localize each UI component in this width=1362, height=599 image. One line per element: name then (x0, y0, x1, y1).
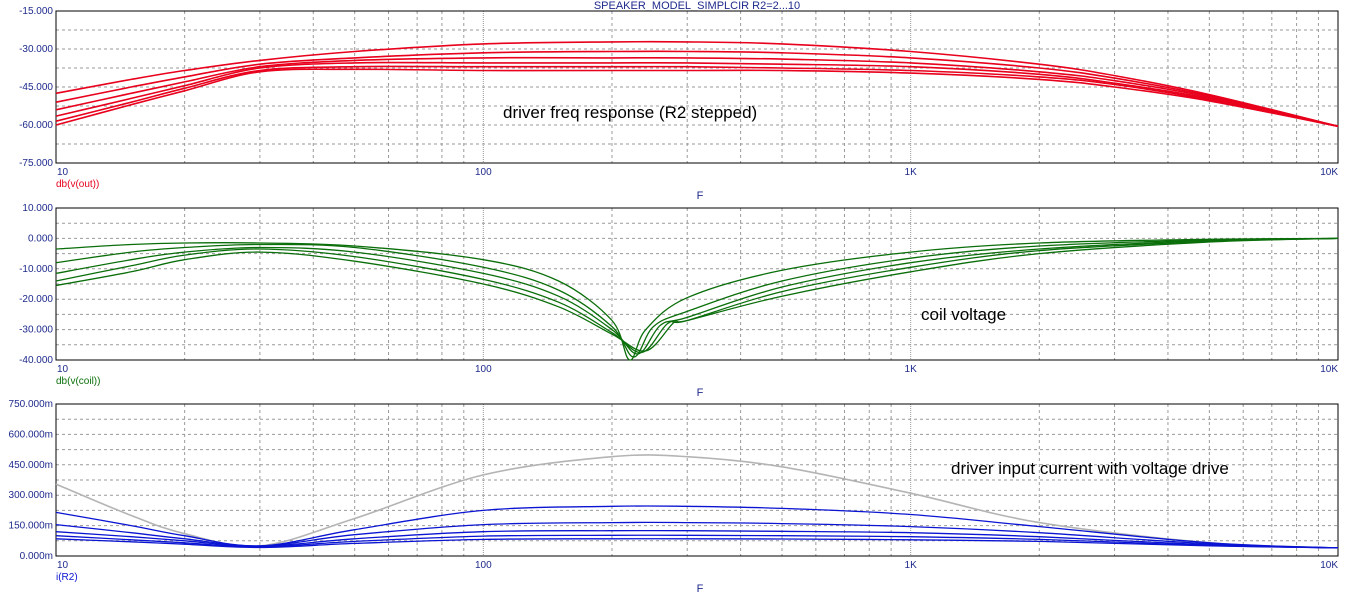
plot-panel-1: -15.000 -30.000 -45.000 -60.000 -75.000 10 100… (19, 6, 1339, 202)
y-tick-label: 10.000 (22, 203, 53, 214)
grid-lines (56, 404, 1338, 556)
plot-frame (55, 207, 1339, 361)
y-tick-label: -45.000 (19, 82, 53, 93)
series-line-4 (55, 61, 1339, 128)
trace-name: db(v(out)) (56, 179, 99, 190)
x-tick-label: 10 (57, 560, 69, 571)
series-line-4 (55, 237, 1339, 354)
y-tick-label: 300.000m (9, 490, 53, 501)
y-tick-label: 150.000m (9, 521, 53, 532)
annotation-text: driver input current with voltage drive (951, 459, 1229, 478)
y-tick-label: -40.000 (19, 355, 53, 366)
series-line-6 (55, 538, 1339, 549)
series-line-2 (55, 50, 1339, 128)
series-line-1 (55, 237, 1339, 361)
x-tick-label: 1K (905, 167, 918, 178)
grid-lines (56, 208, 1338, 360)
series-group (55, 40, 1339, 128)
series-line-5 (55, 237, 1339, 352)
x-tick-label: 100 (475, 560, 492, 571)
annotation-text: driver freq response (R2 stepped) (503, 103, 757, 122)
x-tick-label: 10K (1320, 560, 1338, 571)
annotation-text: coil voltage (921, 305, 1006, 324)
series-line-2 (55, 505, 1339, 549)
series-line-1 (55, 40, 1339, 128)
series-line-5 (55, 65, 1339, 128)
series-line-3 (55, 56, 1339, 128)
y-tick-label: -20.000 (19, 294, 53, 305)
plot-panel-2: 10.000 0.000 -10.000 -20.000 -30.000 -40.000 1… (19, 203, 1339, 399)
plot-frame (55, 403, 1339, 557)
x-tick-label: 10 (57, 167, 69, 178)
series-line-3 (55, 521, 1339, 549)
y-tick-label: 600.000m (9, 429, 53, 440)
trace-name: db(v(coil)) (56, 376, 100, 387)
x-tick-label: 10 (57, 364, 69, 375)
x-tick-label: 10K (1320, 364, 1338, 375)
x-axis-label: F (697, 387, 704, 399)
x-axis-label: F (697, 190, 704, 202)
y-tick-label: -30.000 (19, 325, 53, 336)
y-tick-label: -10.000 (19, 264, 53, 275)
y-tick-label: -60.000 (19, 120, 53, 131)
grid-lines (56, 11, 1338, 163)
y-tick-label: -15.000 (19, 6, 53, 17)
chart-title: SPEAKER_MODEL_SIMPLCIR R2=2...10 (594, 0, 800, 12)
x-axis-label: F (697, 583, 704, 595)
y-tick-label: 0.000m (20, 551, 53, 562)
series-line-5 (55, 534, 1339, 549)
series-group (55, 237, 1339, 361)
series-group (55, 454, 1339, 549)
x-tick-label: 100 (475, 167, 492, 178)
series-line-6 (55, 68, 1339, 128)
y-tick-label: 750.000m (9, 399, 53, 410)
y-tick-label: -30.000 (19, 44, 53, 55)
trace-name: i(R2) (56, 572, 78, 583)
x-tick-label: 1K (905, 364, 918, 375)
y-tick-label: -75.000 (19, 158, 53, 169)
y-tick-label: 0.000 (28, 233, 53, 244)
x-tick-label: 100 (475, 364, 492, 375)
x-tick-label: 1K (905, 560, 918, 571)
series-line-4 (55, 529, 1339, 549)
y-tick-label: 450.000m (9, 460, 53, 471)
plot-panel-3: 750.000m 600.000m 450.000m 300.000m 150.000m… (9, 399, 1339, 595)
plot-frame (55, 10, 1339, 164)
series-line-2 (55, 237, 1339, 358)
series-line-3 (55, 237, 1339, 355)
x-tick-label: 10K (1320, 167, 1338, 178)
